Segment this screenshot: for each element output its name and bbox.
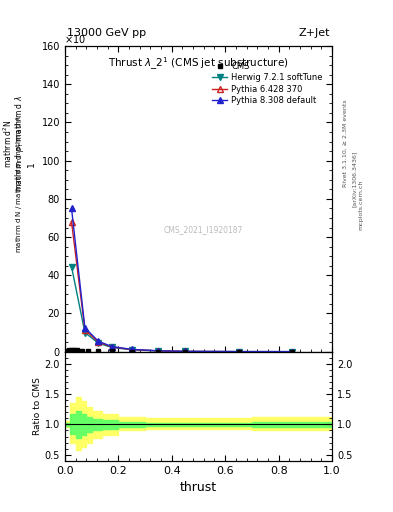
Text: mathrm d $p_T$ mathrm d $\lambda$: mathrm d $p_T$ mathrm d $\lambda$ — [13, 95, 26, 192]
Y-axis label: Ratio to CMS: Ratio to CMS — [33, 377, 42, 435]
X-axis label: thrust: thrust — [180, 481, 217, 494]
Text: $\times$10: $\times$10 — [64, 33, 85, 45]
Text: 1: 1 — [27, 161, 36, 167]
Text: 13000 GeV pp: 13000 GeV pp — [67, 28, 146, 38]
Text: Z+Jet: Z+Jet — [299, 28, 330, 38]
Legend: CMS, Herwig 7.2.1 softTune, Pythia 6.428 370, Pythia 8.308 default: CMS, Herwig 7.2.1 softTune, Pythia 6.428… — [209, 59, 325, 108]
Text: [arXiv:1306.3436]: [arXiv:1306.3436] — [352, 151, 357, 207]
Text: Rivet 3.1.10, ≥ 2.3M events: Rivet 3.1.10, ≥ 2.3M events — [343, 99, 348, 187]
Text: mathrm d$^2$N: mathrm d$^2$N — [2, 119, 14, 167]
Text: CMS_2021_I1920187: CMS_2021_I1920187 — [164, 225, 244, 234]
Text: mathrm d N / mathrm d $p_T$ mathrm d $\lambda$: mathrm d N / mathrm d $p_T$ mathrm d $\l… — [15, 115, 25, 253]
Text: Thrust $\lambda\_2^1$ (CMS jet substructure): Thrust $\lambda\_2^1$ (CMS jet substruct… — [108, 55, 289, 72]
Text: mcplots.cern.ch: mcplots.cern.ch — [359, 180, 364, 230]
